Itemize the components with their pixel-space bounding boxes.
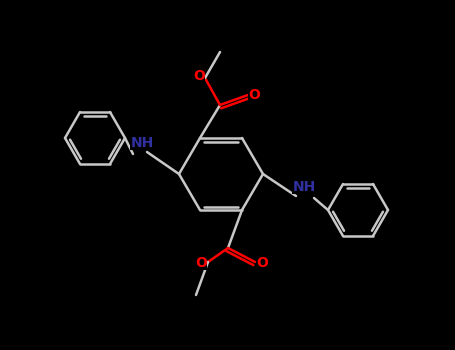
Text: NH: NH	[131, 136, 154, 150]
Text: NH: NH	[293, 180, 316, 194]
Text: O: O	[195, 256, 207, 270]
Text: O: O	[256, 256, 268, 270]
Text: O: O	[248, 88, 260, 102]
Text: O: O	[193, 69, 205, 83]
